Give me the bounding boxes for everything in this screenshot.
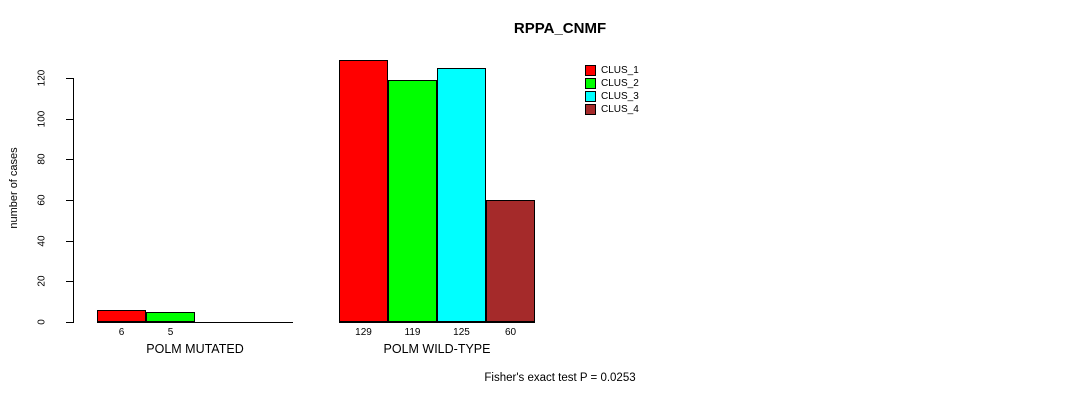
bar-value-label: 5	[167, 327, 174, 338]
bar-clus_3-wild-type	[437, 68, 486, 322]
bar-clus_2-mutated	[146, 312, 195, 322]
legend: CLUS_1 CLUS_2 CLUS_3 CLUS_4	[585, 64, 639, 116]
y-axis-tick-label: 120	[36, 69, 48, 87]
y-axis-tick-label: 100	[36, 110, 48, 127]
y-axis-tick	[66, 159, 73, 161]
group-baseline	[339, 322, 535, 323]
bar-clus_1-wild-type	[339, 60, 388, 322]
y-axis-tick	[66, 118, 73, 120]
y-axis-tick-label: 40	[36, 235, 48, 247]
legend-label: CLUS_2	[601, 78, 639, 89]
legend-label: CLUS_3	[601, 91, 639, 102]
group-baseline	[97, 322, 293, 323]
y-axis-tick	[66, 322, 73, 323]
legend-item-clus_3: CLUS_3	[585, 90, 639, 103]
y-axis-tick-label: 20	[36, 275, 48, 287]
y-axis-tick	[66, 200, 73, 201]
y-axis-tick-label: 60	[36, 194, 48, 206]
bar-clus_4-wild-type	[486, 200, 535, 322]
chart-title: RPPA_CNMF	[513, 20, 607, 37]
y-axis-tick-label: 80	[36, 153, 48, 165]
group-label: POLM MUTATED	[146, 342, 244, 356]
bar-clus_2-wild-type	[388, 80, 437, 322]
y-axis-tick	[66, 78, 73, 79]
legend-swatch-clus_3	[585, 91, 596, 102]
legend-label: CLUS_4	[601, 104, 639, 115]
group-label: POLM WILD-TYPE	[383, 342, 491, 356]
legend-item-clus_4: CLUS_4	[585, 103, 639, 116]
bar-value-label: 6	[118, 327, 125, 338]
bar-value-label: 129	[355, 327, 372, 338]
legend-label: CLUS_1	[601, 65, 639, 76]
bar-value-label: 60	[504, 327, 517, 338]
bar-clus_1-mutated	[97, 310, 146, 322]
y-axis-tick	[66, 240, 73, 242]
legend-swatch-clus_2	[585, 78, 596, 89]
y-axis-title: number of cases	[8, 147, 20, 229]
legend-swatch-clus_1	[585, 65, 596, 76]
y-axis-tick-label: 0	[36, 319, 48, 325]
bar-value-label: 125	[453, 327, 470, 338]
y-axis-tick	[66, 281, 73, 283]
annotation-text: Fisher's exact test P = 0.0253	[484, 372, 636, 384]
legend-item-clus_2: CLUS_2	[585, 77, 639, 90]
y-axis-line	[73, 78, 74, 323]
legend-item-clus_1: CLUS_1	[585, 64, 639, 77]
legend-swatch-clus_4	[585, 104, 596, 115]
bar-value-label: 119	[404, 327, 421, 338]
